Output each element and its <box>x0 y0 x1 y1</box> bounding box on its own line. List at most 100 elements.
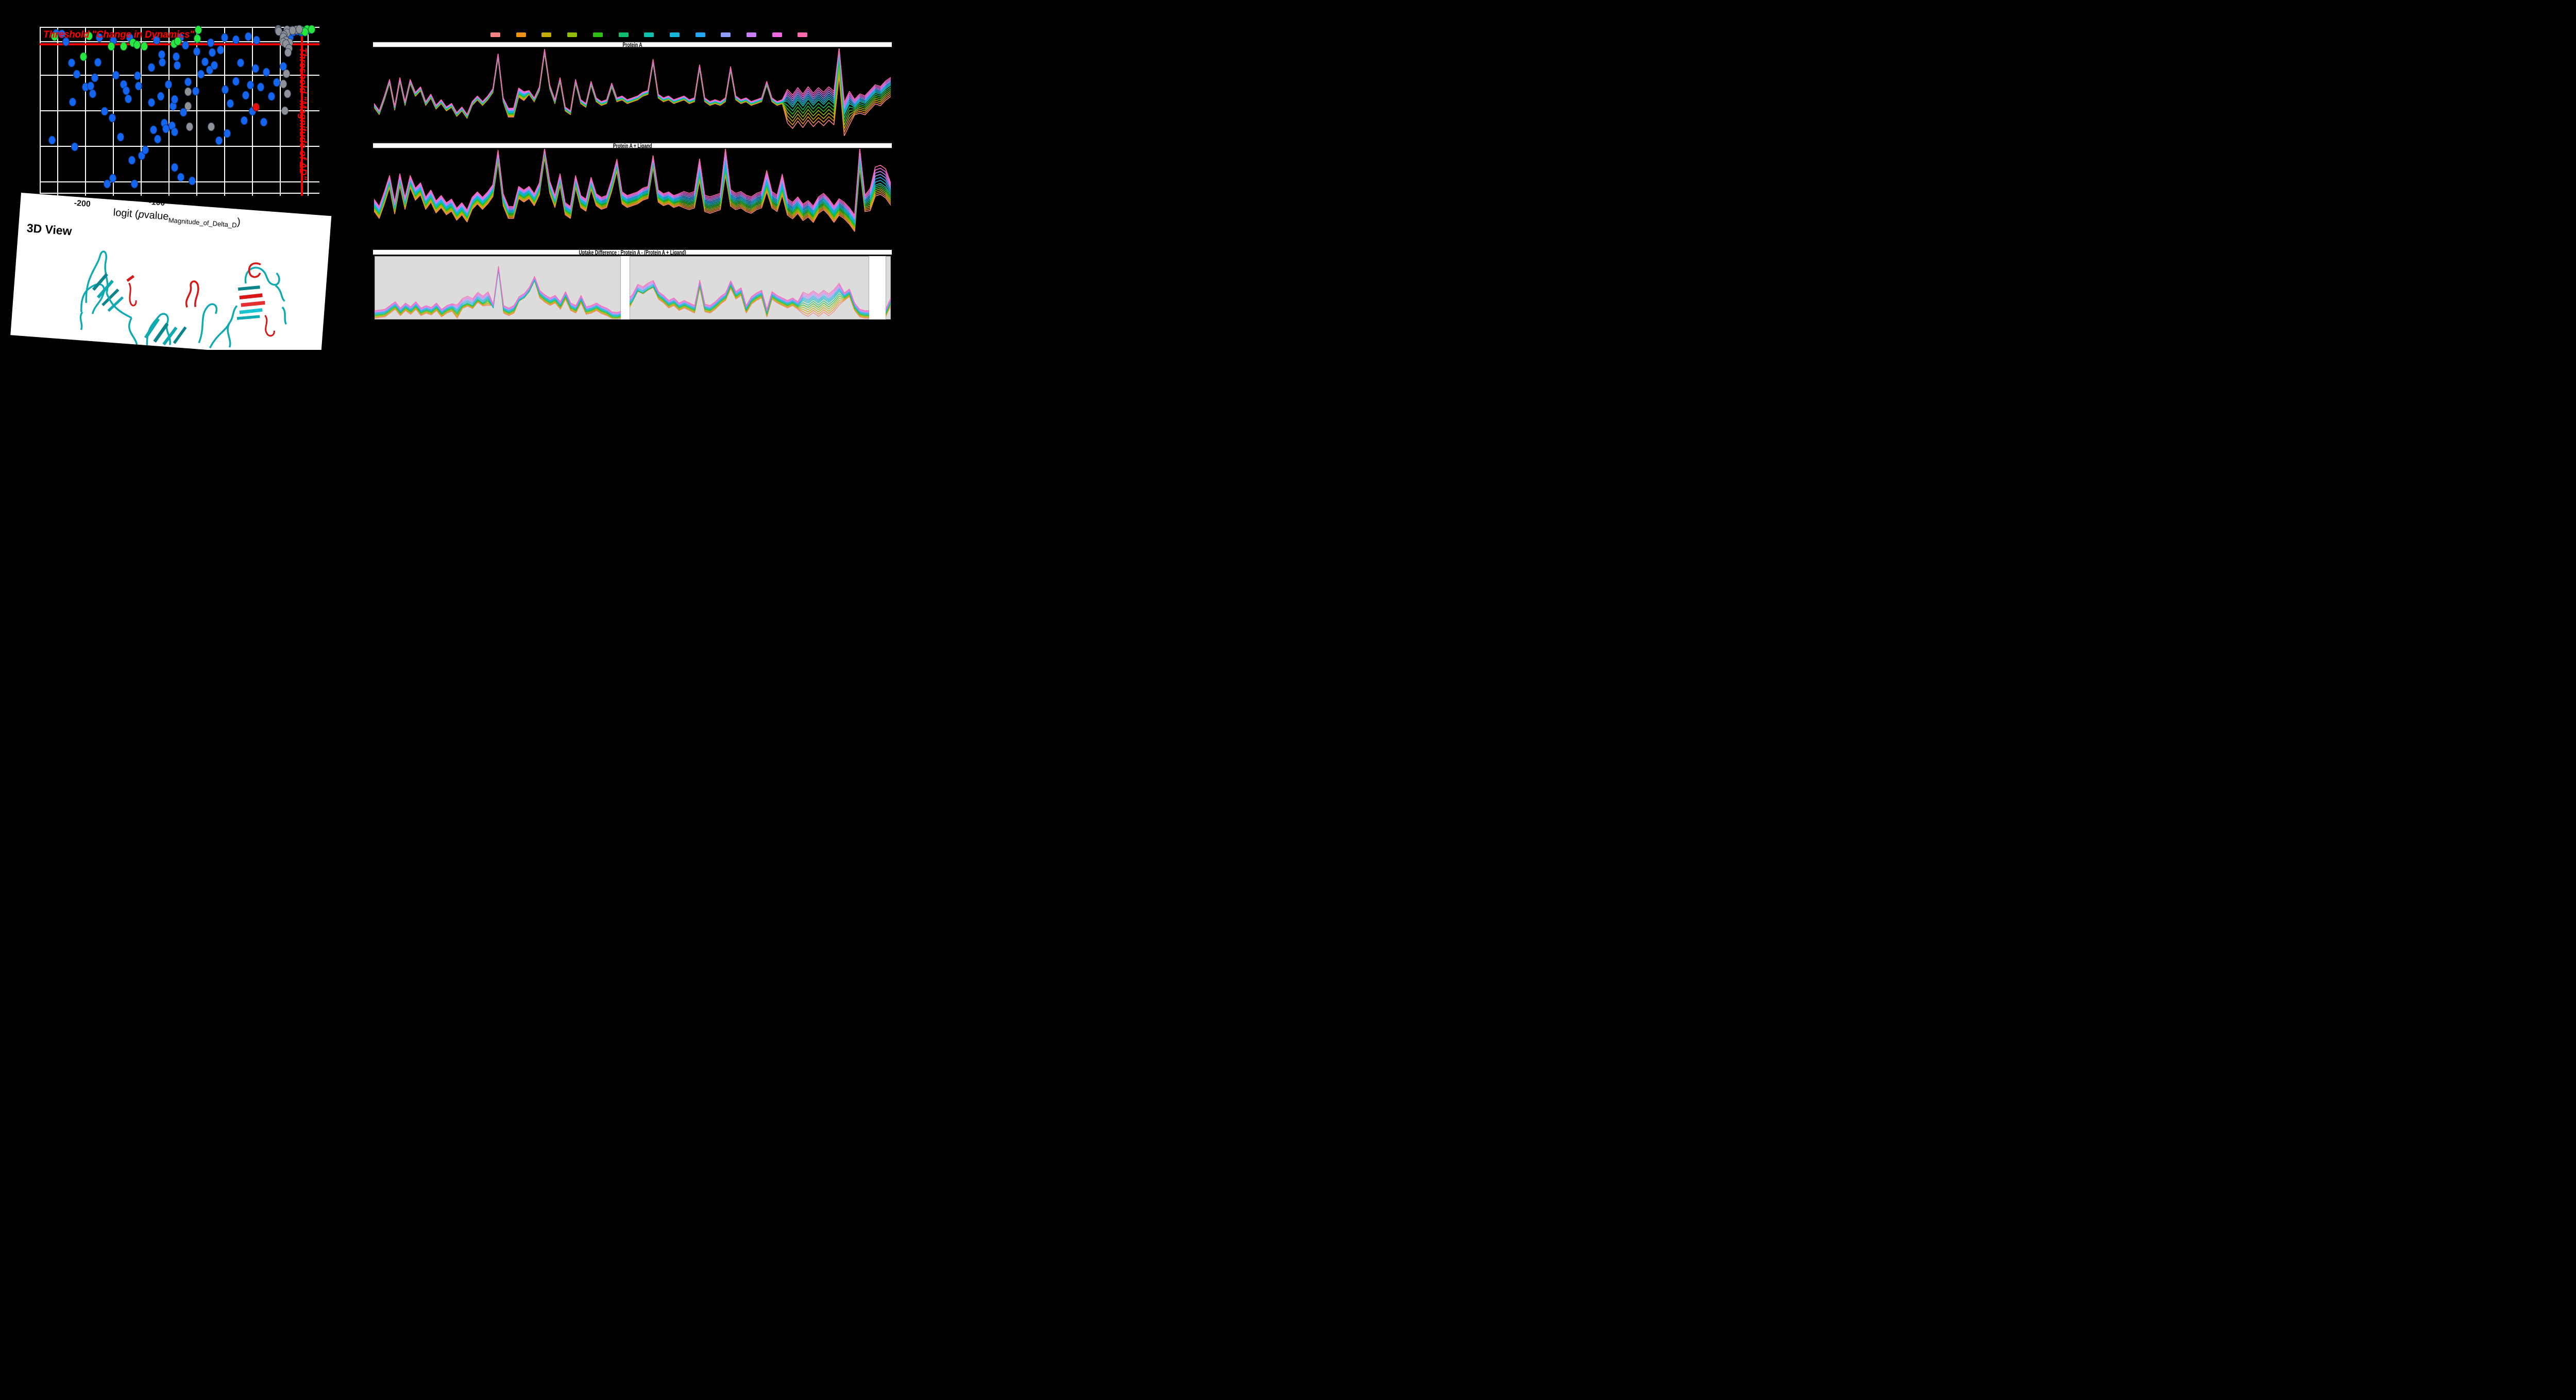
scatter-point-blue[interactable] <box>253 36 261 45</box>
scatter-point-blue[interactable] <box>142 145 149 155</box>
scatter-point-blue[interactable] <box>69 97 77 107</box>
scatter-point-blue[interactable] <box>221 33 229 42</box>
scatter-point-blue[interactable] <box>71 142 78 151</box>
scatter-point-green[interactable] <box>85 31 93 41</box>
scatter-point-blue[interactable] <box>124 94 132 104</box>
scatter-point-blue[interactable] <box>260 117 267 127</box>
legend-swatch-timepoint-6[interactable] <box>618 32 629 37</box>
scatter-point-green[interactable] <box>193 34 201 43</box>
scatter-point-blue[interactable] <box>91 73 99 82</box>
scatter-point-green[interactable] <box>308 25 315 34</box>
scatter-point-blue[interactable] <box>116 132 124 142</box>
scatter-point-green[interactable] <box>195 25 202 35</box>
scatter-point-green[interactable] <box>141 42 148 51</box>
scatter-point-blue[interactable] <box>147 98 155 107</box>
scatter-point-blue[interactable] <box>94 58 102 67</box>
scatter-point-gray[interactable] <box>289 26 297 35</box>
scatter-point-blue[interactable] <box>237 58 245 68</box>
legend-swatch-timepoint-3[interactable] <box>541 32 552 37</box>
legend-swatch-timepoint-12[interactable] <box>772 32 782 37</box>
scatter-point-blue[interactable] <box>263 68 270 77</box>
legend-swatch-timepoint-11[interactable] <box>747 32 756 37</box>
scatter-point-blue[interactable] <box>182 41 190 50</box>
uptake-chart-difference[interactable] <box>375 256 891 319</box>
scatter-point-blue[interactable] <box>246 80 254 90</box>
scatter-point-blue[interactable] <box>222 85 229 94</box>
scatter-point-gray[interactable] <box>282 69 290 78</box>
legend-swatch-timepoint-5[interactable] <box>592 32 603 37</box>
scatter-point-blue[interactable] <box>240 116 248 125</box>
scatter-point-blue[interactable] <box>201 57 209 66</box>
legend-swatch-timepoint-8[interactable] <box>669 32 680 37</box>
scatter-point-blue[interactable] <box>112 71 120 80</box>
scatter-point-blue[interactable] <box>179 108 187 117</box>
scatter-point-blue[interactable] <box>165 80 173 89</box>
scatter-point-gray[interactable] <box>281 106 289 115</box>
scatter-point-blue[interactable] <box>101 107 109 116</box>
scatter-point-blue[interactable] <box>273 78 280 87</box>
scatter-point-gray[interactable] <box>283 89 291 98</box>
scatter-point-blue[interactable] <box>215 136 223 145</box>
scatter-point-gray[interactable] <box>284 48 292 57</box>
scatter-point-blue[interactable] <box>157 92 164 101</box>
scatter-point-gray[interactable] <box>184 87 192 96</box>
protein-ribbon-viewport[interactable] <box>46 243 310 350</box>
scatter-point-blue[interactable] <box>104 179 111 189</box>
scatter-point-blue[interactable] <box>152 36 160 45</box>
scatter-point-blue[interactable] <box>149 125 157 134</box>
scatter-point-blue[interactable] <box>109 113 116 123</box>
scatter-point-blue[interactable] <box>207 38 214 47</box>
legend-swatch-timepoint-10[interactable] <box>721 32 731 37</box>
scatter-point-blue[interactable] <box>257 82 265 92</box>
legend-swatch-timepoint-1[interactable] <box>490 32 500 37</box>
scatter-point-blue[interactable] <box>62 37 70 46</box>
scatter-point-gray[interactable] <box>186 122 194 131</box>
scatter-point-blue[interactable] <box>174 61 181 70</box>
legend-swatch-timepoint-4[interactable] <box>567 32 578 37</box>
scatter-point-blue[interactable] <box>177 173 184 182</box>
volcano-plot[interactable]: Threshold "Change in Dynamics" Threshold… <box>40 25 319 196</box>
threshold-line-magnitude[interactable] <box>301 28 303 196</box>
scatter-point-gray[interactable] <box>184 102 192 111</box>
scatter-point-gray[interactable] <box>207 122 215 131</box>
legend-swatch-timepoint-13[interactable] <box>798 32 808 37</box>
scatter-point-blue[interactable] <box>226 99 234 108</box>
scatter-point-green[interactable] <box>107 42 115 51</box>
scatter-point-red[interactable] <box>252 103 260 112</box>
scatter-point-blue[interactable] <box>251 64 259 73</box>
scatter-point-blue[interactable] <box>242 91 249 100</box>
scatter-point-blue[interactable] <box>48 136 56 145</box>
legend-swatch-timepoint-2[interactable] <box>516 32 526 37</box>
scatter-point-blue[interactable] <box>154 134 162 144</box>
scatter-point-blue[interactable] <box>171 163 179 172</box>
scatter-point-blue[interactable] <box>211 61 218 70</box>
scatter-point-blue[interactable] <box>173 52 180 61</box>
scatter-point-green[interactable] <box>51 32 59 41</box>
scatter-point-blue[interactable] <box>128 156 136 165</box>
scatter-point-blue[interactable] <box>134 81 142 91</box>
scatter-point-blue[interactable] <box>109 174 117 183</box>
scatter-point-blue[interactable] <box>224 129 231 138</box>
scatter-point-blue[interactable] <box>158 58 166 67</box>
scatter-point-blue[interactable] <box>58 29 65 39</box>
scatter-point-blue[interactable] <box>232 77 240 86</box>
scatter-point-blue[interactable] <box>89 89 97 98</box>
scatter-point-blue[interactable] <box>193 47 200 56</box>
legend-swatch-timepoint-9[interactable] <box>695 32 705 37</box>
scatter-point-blue[interactable] <box>189 176 196 185</box>
scatter-point-gray[interactable] <box>296 25 303 34</box>
scatter-point-blue[interactable] <box>130 179 138 189</box>
scatter-point-green[interactable] <box>80 52 88 61</box>
uptake-chart-protein-a-ligand[interactable] <box>374 149 891 240</box>
scatter-point-blue[interactable] <box>197 70 205 79</box>
scatter-point-gray[interactable] <box>279 79 287 89</box>
scatter-point-blue[interactable] <box>134 71 142 80</box>
scatter-point-blue[interactable] <box>171 95 179 104</box>
scatter-point-blue[interactable] <box>267 92 275 101</box>
scatter-point-green[interactable] <box>174 37 181 46</box>
scatter-point-blue[interactable] <box>245 32 252 41</box>
scatter-point-blue[interactable] <box>122 86 130 95</box>
scatter-point-blue[interactable] <box>171 127 179 137</box>
scatter-point-blue[interactable] <box>232 35 240 44</box>
uptake-chart-protein-a[interactable] <box>374 48 891 140</box>
